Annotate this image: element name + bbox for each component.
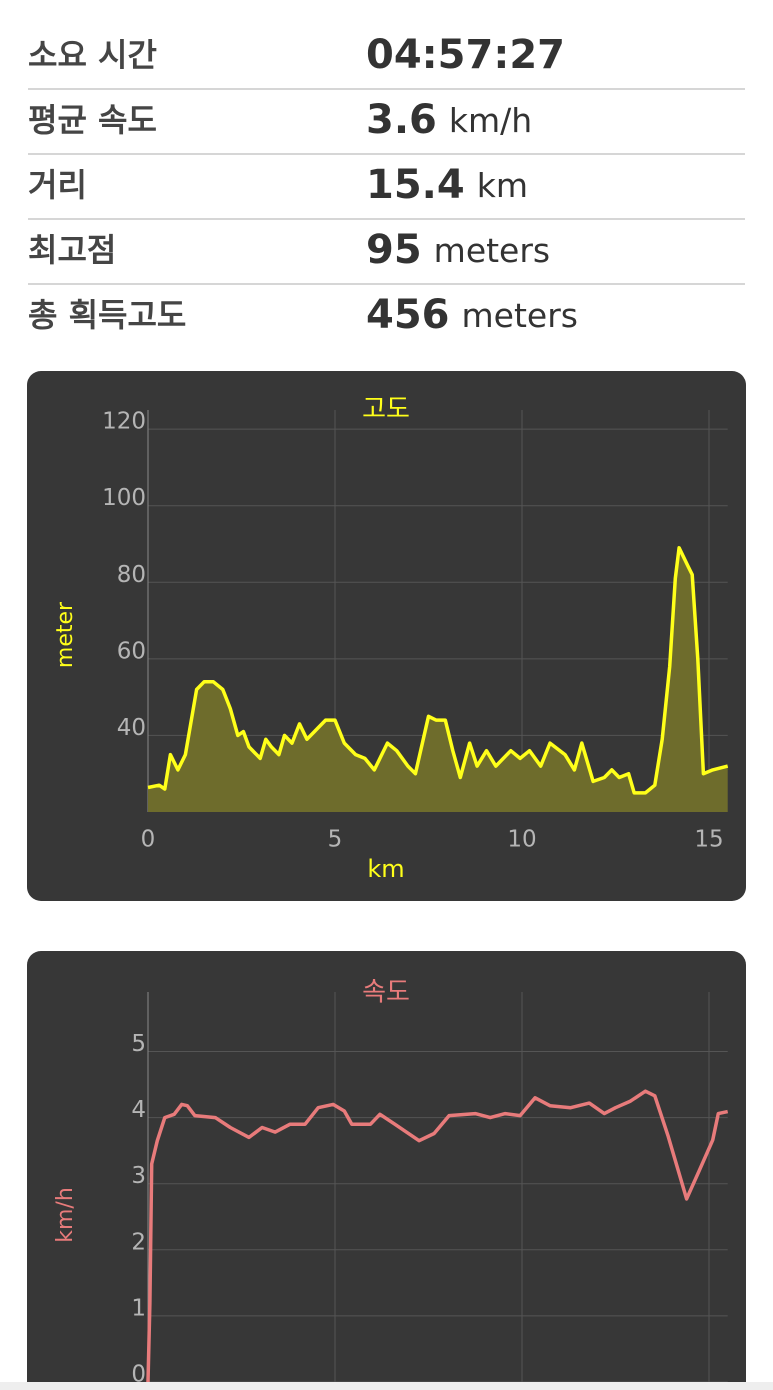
x-tick-label: 10 bbox=[507, 827, 536, 853]
stat-label: 총 획득고도 bbox=[28, 296, 186, 334]
stat-label: 평균 속도 bbox=[28, 101, 157, 139]
bottom-bar bbox=[0, 1382, 773, 1390]
area bbox=[148, 547, 728, 812]
y-tick-label: 120 bbox=[102, 409, 146, 435]
stat-value: 3.6 km/h bbox=[366, 97, 532, 143]
line bbox=[147, 546, 729, 795]
stat-unit: meters bbox=[434, 231, 550, 270]
y-axis-label: meter bbox=[53, 601, 78, 668]
y-tick-label: 80 bbox=[117, 562, 146, 588]
x-tick-label: 15 bbox=[694, 827, 723, 853]
line bbox=[146, 1089, 729, 1383]
chart-title: 속도 bbox=[362, 978, 410, 1008]
y-tick-label: 2 bbox=[131, 1229, 146, 1255]
y-tick-label: 4 bbox=[131, 1097, 146, 1123]
x-axis-label: km bbox=[367, 855, 404, 883]
stat-unit: meters bbox=[462, 296, 578, 335]
stat-unit: km/h bbox=[449, 101, 532, 140]
stat-number: 3.6 bbox=[366, 97, 437, 143]
stat-value: 95 meters bbox=[366, 227, 550, 273]
stat-value: 15.4 km bbox=[366, 162, 528, 208]
stat-value: 456 meters bbox=[366, 292, 578, 338]
y-tick-label: 0 bbox=[131, 1362, 146, 1388]
y-tick-label: 5 bbox=[131, 1031, 146, 1057]
y-tick-label: 1 bbox=[131, 1295, 146, 1321]
y-tick-label: 40 bbox=[117, 715, 146, 741]
stat-number: 456 bbox=[366, 292, 450, 338]
stat-label: 거리 bbox=[28, 166, 87, 204]
y-axis-label: km/h bbox=[53, 1187, 78, 1243]
x-tick-label: 5 bbox=[328, 827, 343, 853]
stat-value: 04:57:27 bbox=[366, 32, 565, 78]
stat-unit: km bbox=[477, 166, 528, 205]
y-tick-label: 3 bbox=[131, 1163, 146, 1189]
stat-number: 15.4 bbox=[366, 162, 465, 208]
card bbox=[27, 951, 746, 1390]
card bbox=[27, 371, 746, 901]
stat-label: 소요 시간 bbox=[28, 36, 157, 74]
stat-number: 04:57:27 bbox=[366, 32, 565, 78]
chart-title: 고도 bbox=[362, 395, 410, 425]
stat-number: 95 bbox=[366, 227, 422, 273]
y-tick-label: 60 bbox=[117, 638, 146, 664]
x-tick-label: 0 bbox=[141, 827, 156, 853]
y-tick-label: 100 bbox=[102, 485, 146, 511]
stat-label: 최고점 bbox=[28, 231, 116, 269]
